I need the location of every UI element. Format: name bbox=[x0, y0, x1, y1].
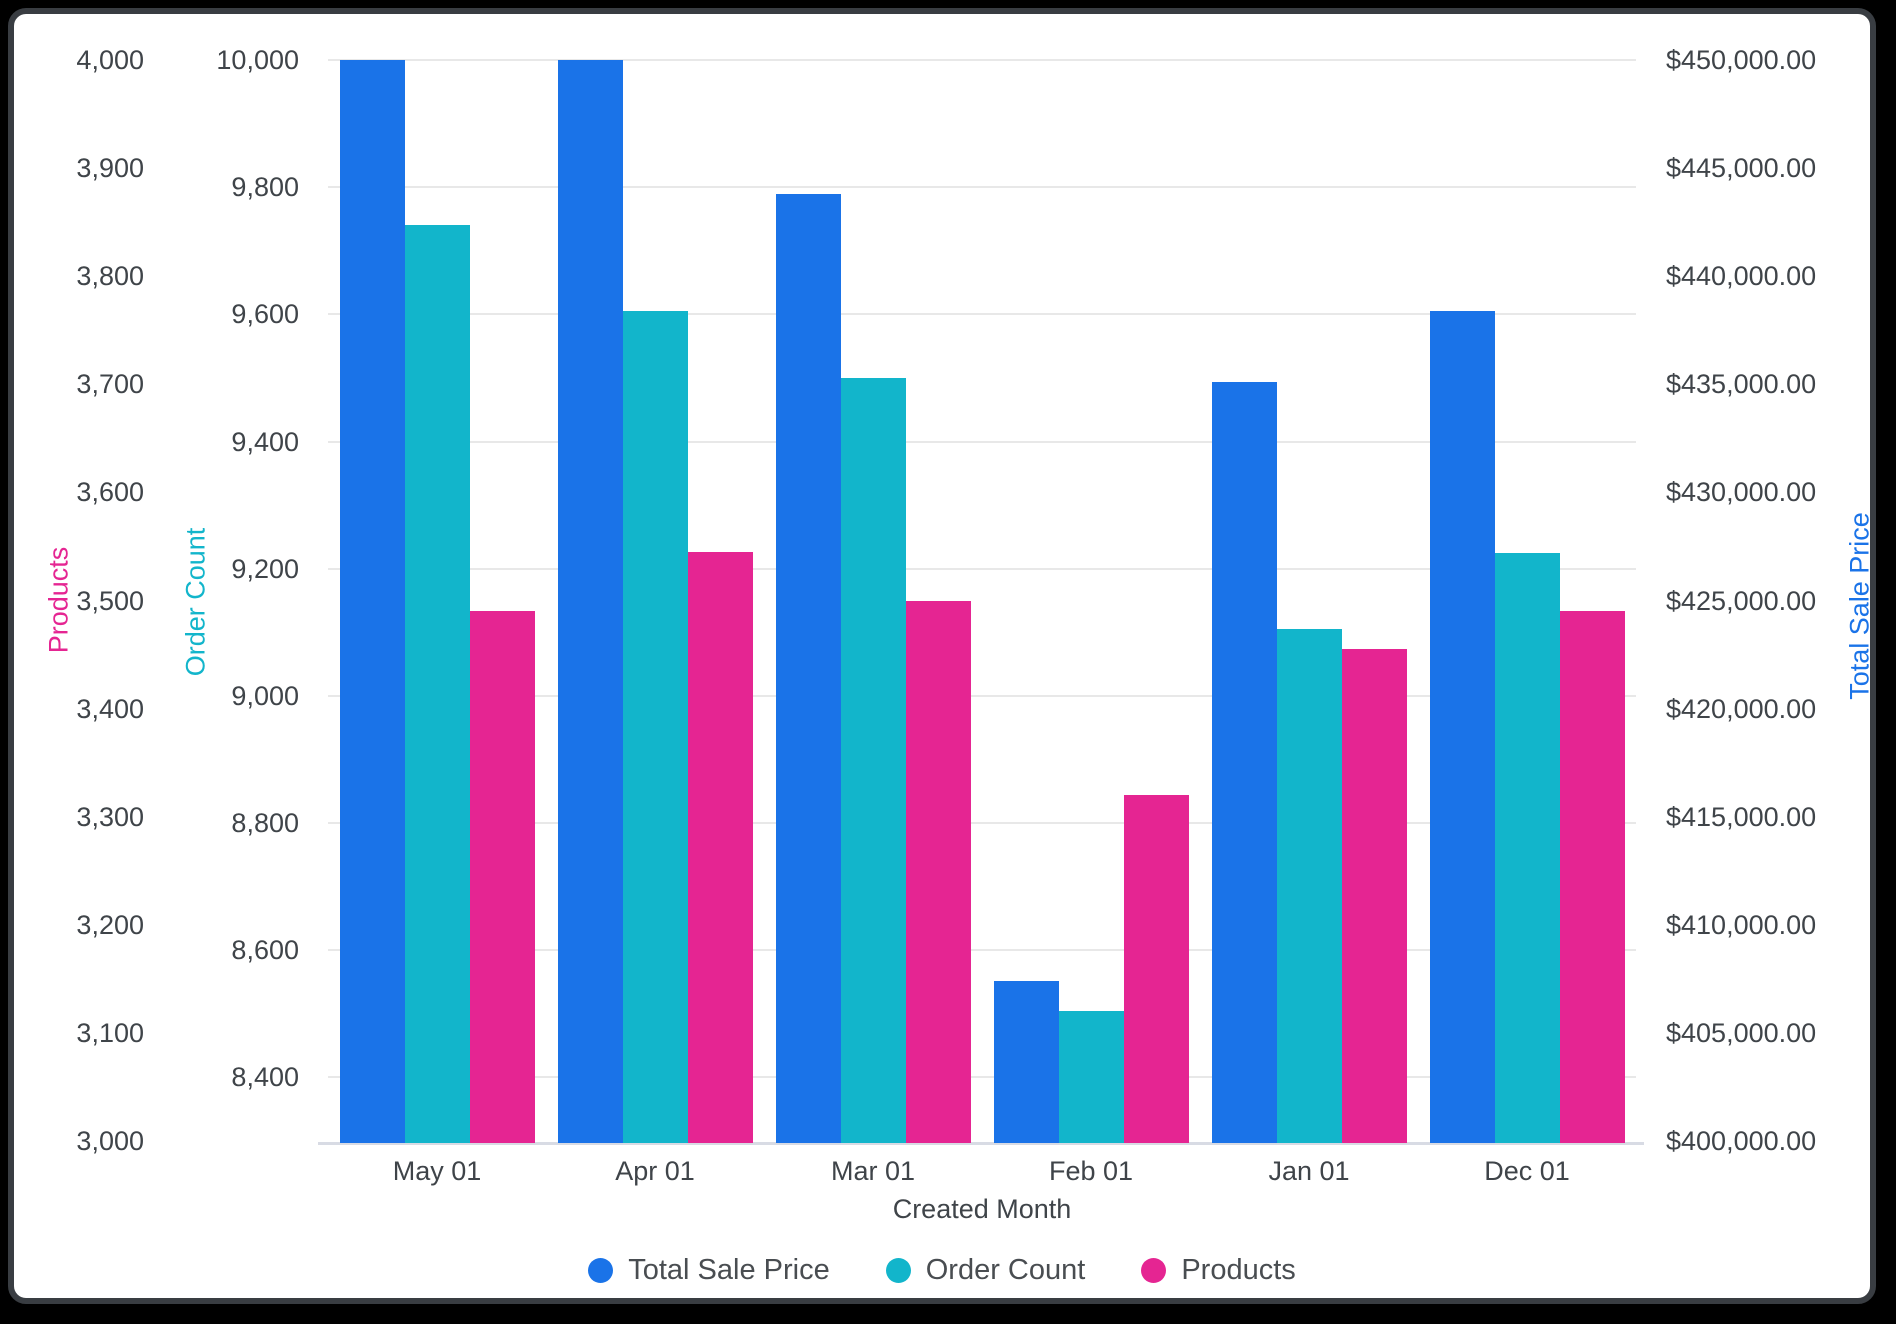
gridline bbox=[328, 313, 1636, 316]
products-tick-label: 3,500 bbox=[76, 585, 144, 616]
bar-order-count-dec-01[interactable] bbox=[1494, 552, 1560, 1143]
bar-total-sale-price-jan-01[interactable] bbox=[1211, 382, 1277, 1143]
bar-total-sale-price-dec-01[interactable] bbox=[1429, 310, 1495, 1143]
total-sale-price-axis-title: Total Sale Price bbox=[1844, 512, 1875, 700]
bar-order-count-may-01[interactable] bbox=[404, 225, 470, 1143]
products-tick-label: 3,600 bbox=[76, 477, 144, 508]
bar-products-may-01[interactable] bbox=[469, 611, 535, 1143]
bar-order-count-mar-01[interactable] bbox=[840, 377, 906, 1143]
order-tick-label: 9,600 bbox=[231, 299, 299, 330]
bar-products-dec-01[interactable] bbox=[1559, 611, 1625, 1143]
order-count-axis-title: Order Count bbox=[180, 527, 211, 677]
bar-products-mar-01[interactable] bbox=[905, 600, 971, 1143]
gridline bbox=[328, 567, 1636, 570]
gridline bbox=[328, 949, 1636, 952]
order-tick-label: 9,000 bbox=[231, 680, 299, 711]
order-tick-label: 9,200 bbox=[231, 553, 299, 584]
price-tick-label: $405,000.00 bbox=[1666, 1017, 1817, 1048]
price-tick-label: $415,000.00 bbox=[1666, 801, 1817, 832]
bar-products-apr-01[interactable] bbox=[687, 551, 753, 1143]
x-axis-line bbox=[318, 1142, 1644, 1145]
bar-total-sale-price-may-01[interactable] bbox=[339, 60, 405, 1143]
products-tick-label: 3,300 bbox=[76, 801, 144, 832]
chart-card: Products Order Count Total Sale Price Cr… bbox=[8, 8, 1876, 1304]
bar-total-sale-price-feb-01[interactable] bbox=[993, 981, 1059, 1143]
order-tick-label: 9,400 bbox=[231, 426, 299, 457]
products-tick-label: 3,100 bbox=[76, 1017, 144, 1048]
legend-item-total-sale-price[interactable]: Total Sale Price bbox=[588, 1254, 830, 1287]
price-tick-label: $400,000.00 bbox=[1666, 1126, 1817, 1156]
price-tick-label: $430,000.00 bbox=[1666, 477, 1817, 508]
bar-order-count-jan-01[interactable] bbox=[1276, 629, 1342, 1143]
total-sale-price-legend-dot-icon bbox=[588, 1258, 614, 1283]
gridline bbox=[328, 59, 1636, 61]
bar-products-jan-01[interactable] bbox=[1341, 649, 1407, 1143]
products-tick-label: 3,200 bbox=[76, 909, 144, 940]
bar-total-sale-price-mar-01[interactable] bbox=[775, 194, 841, 1143]
x-tick-label-feb-01: Feb 01 bbox=[1048, 1156, 1134, 1186]
gridline bbox=[328, 186, 1636, 189]
order-tick-label: 8,600 bbox=[231, 935, 299, 966]
order-tick-label: 8,400 bbox=[231, 1062, 299, 1093]
price-tick-label: $445,000.00 bbox=[1666, 153, 1817, 184]
bar-products-feb-01[interactable] bbox=[1123, 795, 1189, 1143]
products-tick-label: 4,000 bbox=[76, 45, 144, 75]
products-tick-label: 3,900 bbox=[76, 153, 144, 184]
price-tick-label: $450,000.00 bbox=[1666, 45, 1817, 75]
legend-item-label: Products bbox=[1181, 1254, 1296, 1286]
gridline bbox=[328, 694, 1636, 697]
products-tick-label: 3,400 bbox=[76, 693, 144, 724]
x-tick-label-dec-01: Dec 01 bbox=[1484, 1156, 1570, 1186]
x-axis-title: Created Month bbox=[892, 1194, 1072, 1224]
gridline bbox=[328, 440, 1636, 443]
legend-item-label: Order Count bbox=[925, 1254, 1086, 1286]
legend-item-order-count[interactable]: Order Count bbox=[885, 1254, 1086, 1287]
order-tick-label: 8,800 bbox=[231, 808, 299, 839]
bar-order-count-feb-01[interactable] bbox=[1058, 1010, 1124, 1143]
order-tick-label: 10,000 bbox=[216, 45, 299, 75]
products-legend-dot-icon bbox=[1141, 1258, 1167, 1283]
products-tick-label: 3,800 bbox=[76, 261, 144, 292]
x-tick-label-jan-01: Jan 01 bbox=[1268, 1156, 1350, 1186]
x-tick-label-apr-01: Apr 01 bbox=[615, 1156, 695, 1186]
gridline bbox=[328, 822, 1636, 825]
x-tick-label-may-01: May 01 bbox=[392, 1156, 482, 1186]
price-tick-label: $435,000.00 bbox=[1666, 369, 1817, 400]
legend-item-products[interactable]: Products bbox=[1141, 1254, 1296, 1287]
products-tick-label: 3,000 bbox=[76, 1126, 144, 1156]
order-tick-label: 9,800 bbox=[231, 172, 299, 203]
legend-item-label: Total Sale Price bbox=[628, 1254, 830, 1286]
order-count-legend-dot-icon bbox=[885, 1258, 911, 1283]
legend: Total Sale Price Order Count Products bbox=[14, 1254, 1870, 1287]
products-tick-label: 3,700 bbox=[76, 369, 144, 400]
bar-total-sale-price-apr-01[interactable] bbox=[557, 60, 623, 1143]
gridline bbox=[328, 1076, 1636, 1079]
price-tick-label: $420,000.00 bbox=[1666, 693, 1817, 724]
bar-order-count-apr-01[interactable] bbox=[622, 311, 688, 1143]
price-tick-label: $425,000.00 bbox=[1666, 585, 1817, 616]
x-tick-label-mar-01: Mar 01 bbox=[830, 1156, 916, 1186]
price-tick-label: $410,000.00 bbox=[1666, 909, 1817, 940]
price-tick-label: $440,000.00 bbox=[1666, 261, 1817, 292]
